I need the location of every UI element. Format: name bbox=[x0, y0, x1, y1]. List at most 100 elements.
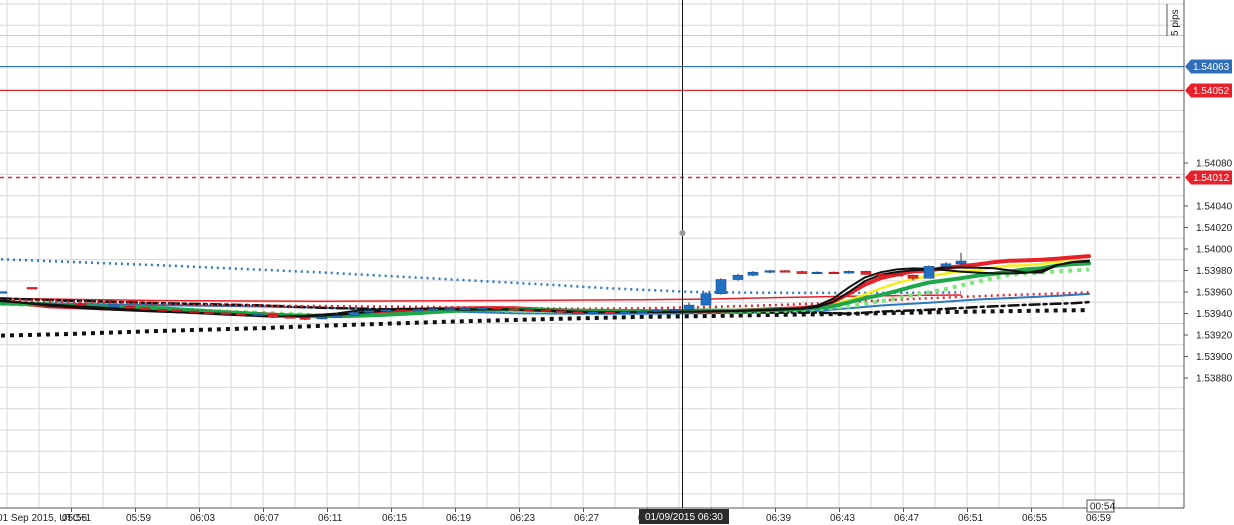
candle-body bbox=[955, 260, 967, 265]
price-axis: 1.54080 1.54040 1.54020 1.54000 1.53980 1.539… bbox=[1166, 0, 1233, 508]
indicator-line bbox=[0, 259, 1090, 318]
price-tick-label: 1.54000 bbox=[1196, 245, 1233, 256]
crosshair-point bbox=[679, 230, 686, 236]
candle-body bbox=[636, 310, 648, 313]
candle-body bbox=[171, 309, 183, 312]
price-tick-label: 1.53960 bbox=[1196, 288, 1233, 299]
candle-body bbox=[444, 308, 456, 311]
candle-body bbox=[764, 270, 776, 273]
candle-body bbox=[619, 311, 631, 314]
price-tick-label: 1.54020 bbox=[1196, 223, 1233, 234]
crosshair bbox=[679, 0, 686, 508]
candle bbox=[252, 313, 264, 316]
candle-body bbox=[363, 310, 375, 313]
price-lines bbox=[0, 66, 1184, 179]
candle-body bbox=[220, 312, 232, 315]
countdown-badge: 00:54 bbox=[1086, 499, 1115, 513]
candle bbox=[0, 291, 8, 294]
candle bbox=[843, 270, 855, 274]
candle-body bbox=[540, 309, 552, 312]
candle bbox=[124, 305, 136, 309]
candle-body bbox=[587, 311, 599, 314]
candle bbox=[156, 308, 168, 312]
crosshair-time-label: 01/09/2015 06:30 bbox=[645, 512, 723, 523]
price-badge-label: 1.54052 bbox=[1193, 86, 1230, 97]
candle-body bbox=[203, 312, 215, 315]
price-badge: 1.54063 bbox=[1185, 59, 1232, 74]
price-tick-label: 1.53900 bbox=[1196, 352, 1233, 363]
candle-body bbox=[267, 313, 279, 318]
candle-body bbox=[316, 316, 328, 320]
candle bbox=[651, 308, 663, 312]
candle-body bbox=[427, 308, 439, 311]
candle bbox=[523, 308, 535, 312]
indicator-line bbox=[0, 308, 1090, 338]
time-tick-label: 06:27 bbox=[574, 513, 599, 524]
candle-body bbox=[26, 287, 38, 290]
candle bbox=[875, 273, 887, 277]
candle-body bbox=[412, 309, 424, 312]
candle-body bbox=[668, 309, 680, 312]
price-tick-label: 1.53880 bbox=[1196, 374, 1233, 385]
candle-body bbox=[331, 315, 343, 318]
candle-body bbox=[395, 309, 407, 312]
candle bbox=[26, 287, 38, 290]
candle bbox=[235, 313, 247, 316]
candle-body bbox=[940, 263, 952, 267]
candle-body bbox=[843, 271, 855, 274]
candle bbox=[220, 312, 232, 315]
candle-body bbox=[732, 274, 744, 280]
candle bbox=[108, 304, 120, 308]
candle bbox=[764, 269, 776, 274]
time-tick-label: 06:11 bbox=[318, 513, 343, 524]
time-tick-label: 06:03 bbox=[190, 513, 215, 524]
time-tick-label: 06:43 bbox=[830, 513, 855, 524]
candle bbox=[491, 307, 503, 310]
candle-body bbox=[235, 313, 247, 316]
candle bbox=[331, 313, 343, 318]
candle bbox=[348, 309, 360, 317]
candle-body bbox=[828, 271, 840, 275]
price-tick-label: 1.54040 bbox=[1196, 202, 1233, 213]
time-tick-label: 05:55 bbox=[62, 513, 87, 524]
candle-body bbox=[875, 274, 887, 277]
time-tick-label: 06:19 bbox=[446, 513, 471, 524]
price-badge-bg bbox=[1185, 59, 1232, 74]
candle-body bbox=[923, 266, 935, 279]
candle bbox=[715, 278, 727, 295]
candle bbox=[796, 270, 808, 274]
candle bbox=[267, 313, 279, 318]
candle bbox=[955, 252, 967, 266]
candle bbox=[604, 310, 616, 314]
candle bbox=[284, 316, 296, 319]
time-tick-label: 06:47 bbox=[894, 513, 919, 524]
price-tick-label: 1.53980 bbox=[1196, 266, 1233, 277]
candle bbox=[892, 273, 904, 277]
candle bbox=[923, 265, 935, 279]
indicator-line bbox=[0, 294, 962, 302]
candle bbox=[940, 262, 952, 268]
candle bbox=[316, 315, 328, 320]
candle-body bbox=[491, 307, 503, 310]
time-tick-label: 06:07 bbox=[254, 513, 279, 524]
candle bbox=[459, 307, 471, 311]
time-tick-label: 01 Sep 2015, UTC+1 bbox=[0, 513, 92, 524]
candle-body bbox=[555, 310, 567, 313]
candle-body bbox=[747, 271, 759, 276]
candle bbox=[700, 292, 712, 306]
candle bbox=[572, 310, 584, 314]
candle bbox=[171, 309, 183, 312]
crosshair-time-bg bbox=[639, 509, 729, 524]
candle-body bbox=[156, 309, 168, 312]
price-badge-label: 1.54063 bbox=[1193, 62, 1230, 73]
candle bbox=[683, 302, 695, 310]
candle bbox=[444, 307, 456, 311]
candle-body bbox=[683, 304, 695, 310]
candle bbox=[587, 310, 599, 314]
price-badge-bg bbox=[1185, 83, 1232, 98]
time-tick-label: 06:23 bbox=[510, 513, 535, 524]
candle-body bbox=[139, 307, 151, 311]
candle bbox=[828, 271, 840, 275]
